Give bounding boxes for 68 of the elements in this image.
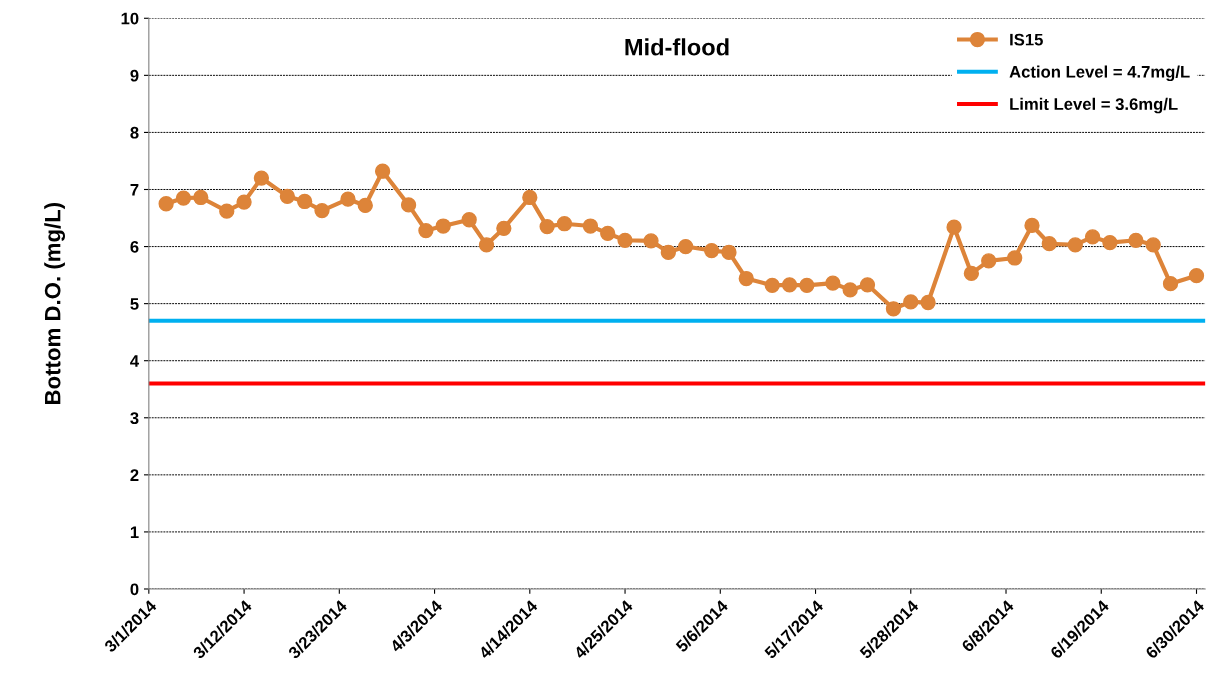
point — [435, 218, 451, 234]
point — [357, 197, 373, 214]
point — [799, 277, 815, 294]
point — [643, 233, 659, 249]
point — [175, 190, 192, 206]
point — [885, 301, 902, 317]
point — [617, 232, 633, 248]
y-tick-label: 3 — [130, 412, 139, 424]
point — [297, 193, 313, 210]
point — [825, 275, 841, 291]
point — [400, 197, 417, 213]
point — [781, 277, 798, 293]
point — [478, 237, 495, 253]
point — [496, 220, 512, 236]
point — [660, 244, 676, 260]
point — [600, 225, 616, 242]
point — [461, 212, 477, 228]
y-tick-label: 4 — [130, 355, 140, 367]
y-tick-label: 9 — [130, 69, 139, 82]
point — [981, 253, 997, 269]
y-tick-label: 2 — [130, 469, 139, 481]
point — [418, 222, 434, 239]
legend-label: Action Level = 4.7mg/L — [1009, 65, 1190, 82]
point — [314, 202, 330, 219]
point — [1024, 217, 1040, 234]
point — [1084, 229, 1101, 245]
point — [738, 270, 754, 287]
point — [903, 294, 919, 310]
point — [1041, 236, 1057, 252]
point — [1162, 276, 1179, 292]
point — [236, 194, 252, 210]
point — [193, 189, 209, 206]
point — [946, 219, 962, 235]
point — [158, 196, 174, 212]
point — [859, 277, 876, 293]
point — [539, 218, 555, 235]
point — [1128, 232, 1144, 248]
point — [1007, 250, 1023, 266]
point — [340, 191, 356, 207]
y-tick-label: 1 — [130, 526, 139, 538]
text: Mid-flood — [625, 38, 729, 56]
point — [703, 242, 720, 259]
legend-label: Limit Level = 3.6mg/L — [1010, 97, 1178, 114]
point — [1102, 234, 1118, 251]
point — [556, 216, 573, 232]
y-tick-label: 6 — [130, 240, 139, 253]
point — [219, 203, 235, 219]
point — [842, 282, 858, 298]
point — [374, 163, 391, 179]
point — [1145, 237, 1161, 253]
point — [920, 294, 936, 311]
point — [253, 170, 270, 186]
point — [279, 188, 296, 204]
point — [764, 277, 780, 294]
legend-label: IS15 — [1010, 33, 1043, 46]
point — [1188, 268, 1205, 284]
y-tick-label: 0 — [130, 583, 139, 596]
y-tick-label: 5 — [130, 298, 139, 310]
point — [582, 218, 599, 234]
point — [522, 189, 538, 206]
point — [678, 238, 694, 255]
y-tick-label: 8 — [130, 126, 139, 139]
y-tick-label: 10 — [121, 12, 139, 25]
point — [1067, 237, 1083, 253]
y-tick-label: 7 — [130, 184, 139, 196]
point — [721, 244, 737, 260]
y-axis-title: Bottom D.O. (mg/L) — [44, 202, 66, 404]
point — [963, 265, 980, 282]
